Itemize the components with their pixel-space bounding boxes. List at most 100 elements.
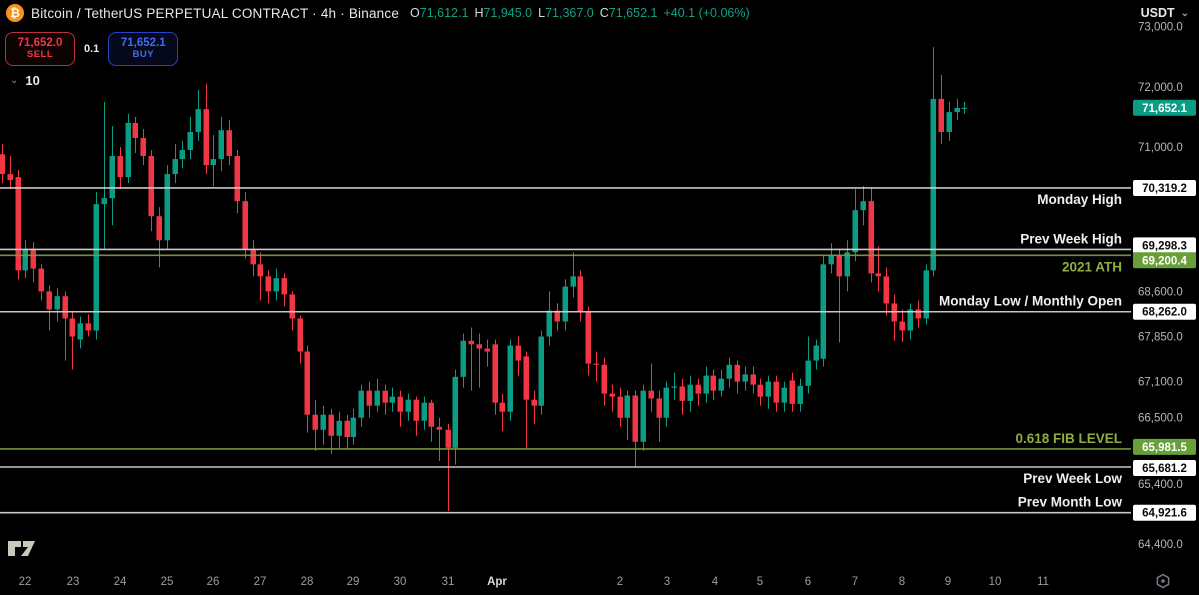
candle-body xyxy=(54,296,60,310)
candle-body xyxy=(671,386,677,388)
level-price-badge xyxy=(1133,179,1196,196)
level-label: Prev Week Low xyxy=(1023,471,1122,486)
candle-body xyxy=(750,374,756,385)
currency-selector[interactable]: USDT ⌄ xyxy=(1141,6,1189,20)
candle-body xyxy=(413,399,419,421)
price-axis-tick[interactable]: 68,600.0 xyxy=(1138,286,1183,298)
change-value: +40.1 (+0.06%) xyxy=(663,6,750,20)
price-axis-tick[interactable]: 64,400.0 xyxy=(1138,539,1183,551)
candle-body xyxy=(609,393,615,397)
buy-button[interactable]: 71,652.1 BUY xyxy=(108,32,179,66)
candle-body xyxy=(46,291,52,310)
price-axis-tick[interactable]: 67,100.0 xyxy=(1138,377,1183,389)
candle-body xyxy=(695,384,701,394)
indicator-dropdown[interactable]: ⌄ 10 xyxy=(10,73,40,88)
chevron-down-icon: ⌄ xyxy=(10,75,19,86)
candle-body xyxy=(554,310,560,322)
candle-body xyxy=(923,270,929,319)
buy-price: 71,652.1 xyxy=(120,36,166,49)
level-label: Monday High xyxy=(1037,192,1122,207)
candle-body xyxy=(452,376,458,448)
time-axis-label[interactable]: 8 xyxy=(899,576,905,588)
time-axis-label[interactable]: 5 xyxy=(757,576,763,588)
level-price-badge-text: 65,681.2 xyxy=(1142,463,1187,475)
time-axis-label[interactable]: 28 xyxy=(301,576,314,588)
candle-body xyxy=(234,156,240,202)
candle-body xyxy=(868,201,874,274)
currency-label: USDT xyxy=(1140,6,1175,20)
price-axis-tick[interactable]: 72,000.0 xyxy=(1138,82,1183,94)
time-axis-label[interactable]: 23 xyxy=(67,576,80,588)
candle-body xyxy=(397,396,403,412)
candle-body xyxy=(577,276,583,313)
candle-body xyxy=(172,159,178,175)
level-price-badge-text: 69,298.3 xyxy=(1142,240,1187,252)
current-price-badge xyxy=(1133,99,1196,116)
time-axis-label[interactable]: 3 xyxy=(664,576,670,588)
candle-body xyxy=(828,255,834,265)
candle-body xyxy=(813,345,819,361)
time-axis-label[interactable]: 11 xyxy=(1037,576,1049,588)
candle-body xyxy=(726,364,732,379)
candle-body xyxy=(757,384,763,397)
candle-body xyxy=(734,364,740,382)
candle-body xyxy=(899,321,905,331)
candle-body xyxy=(930,98,936,271)
symbol-title[interactable]: Bitcoin / TetherUS PERPETUAL CONTRACT · … xyxy=(31,5,400,21)
time-axis-label[interactable]: 22 xyxy=(19,576,32,588)
candle-body xyxy=(273,278,279,292)
candle-body xyxy=(350,417,356,437)
price-axis-tick[interactable]: 73,000.0 xyxy=(1138,22,1183,34)
candle-body xyxy=(445,429,451,448)
candle-body xyxy=(718,378,724,391)
price-axis-tick[interactable]: 65,400.0 xyxy=(1138,479,1183,491)
candle-body xyxy=(156,216,162,241)
trade-panel: 71,652.0 SELL 0.1 71,652.1 BUY xyxy=(5,32,179,66)
candle-body xyxy=(304,351,310,415)
candle-body xyxy=(844,252,850,277)
time-axis-label[interactable]: 4 xyxy=(712,576,719,588)
price-axis-tick[interactable]: 71,000.0 xyxy=(1138,142,1183,154)
candle-body xyxy=(789,380,795,404)
candle-body xyxy=(195,109,201,132)
candle-body xyxy=(640,390,646,442)
indicator-dropdown-value: 10 xyxy=(25,73,40,88)
candle-body xyxy=(7,174,13,181)
time-axis-label[interactable]: 10 xyxy=(989,576,1002,588)
time-axis-label[interactable]: 7 xyxy=(852,576,858,588)
order-quantity[interactable]: 0.1 xyxy=(84,43,100,55)
time-axis-label[interactable]: 24 xyxy=(114,576,127,588)
candle-body xyxy=(210,159,216,166)
price-axis-tick[interactable]: 67,850.0 xyxy=(1138,332,1183,344)
candle-body xyxy=(797,385,803,404)
time-axis-label[interactable]: 31 xyxy=(442,576,455,588)
level-price-badge xyxy=(1133,303,1196,320)
candle-body xyxy=(562,286,568,322)
candle-body xyxy=(781,387,787,403)
time-axis-label[interactable]: Apr xyxy=(487,576,507,588)
time-axis-label[interactable]: 2 xyxy=(617,576,623,588)
candle-body xyxy=(954,107,960,113)
sell-button[interactable]: 71,652.0 SELL xyxy=(5,32,75,66)
time-axis-label[interactable]: 6 xyxy=(805,576,811,588)
tradingview-logo-icon[interactable] xyxy=(8,541,35,556)
time-axis-label[interactable]: 30 xyxy=(394,576,407,588)
candle-body xyxy=(860,201,866,211)
price-axis-tick[interactable]: 66,500.0 xyxy=(1138,413,1183,425)
chevron-down-icon: ⌄ xyxy=(1180,7,1189,19)
time-axis-label[interactable]: 25 xyxy=(161,576,174,588)
time-axis-label[interactable]: 27 xyxy=(254,576,267,588)
time-axis-label[interactable]: 9 xyxy=(945,576,951,588)
time-axis-label[interactable]: 26 xyxy=(207,576,220,588)
candle-body xyxy=(499,402,505,412)
current-price-badge-text: 71,652.1 xyxy=(1142,103,1187,115)
candle-body xyxy=(773,381,779,403)
axis-settings-gear-icon[interactable] xyxy=(1156,573,1170,589)
candle-body xyxy=(663,387,669,418)
axis-settings-gear-dot xyxy=(1161,579,1165,583)
time-axis-label[interactable]: 29 xyxy=(347,576,360,588)
candle-body xyxy=(30,249,36,269)
candle-body xyxy=(328,414,334,436)
candle-body xyxy=(140,137,146,157)
